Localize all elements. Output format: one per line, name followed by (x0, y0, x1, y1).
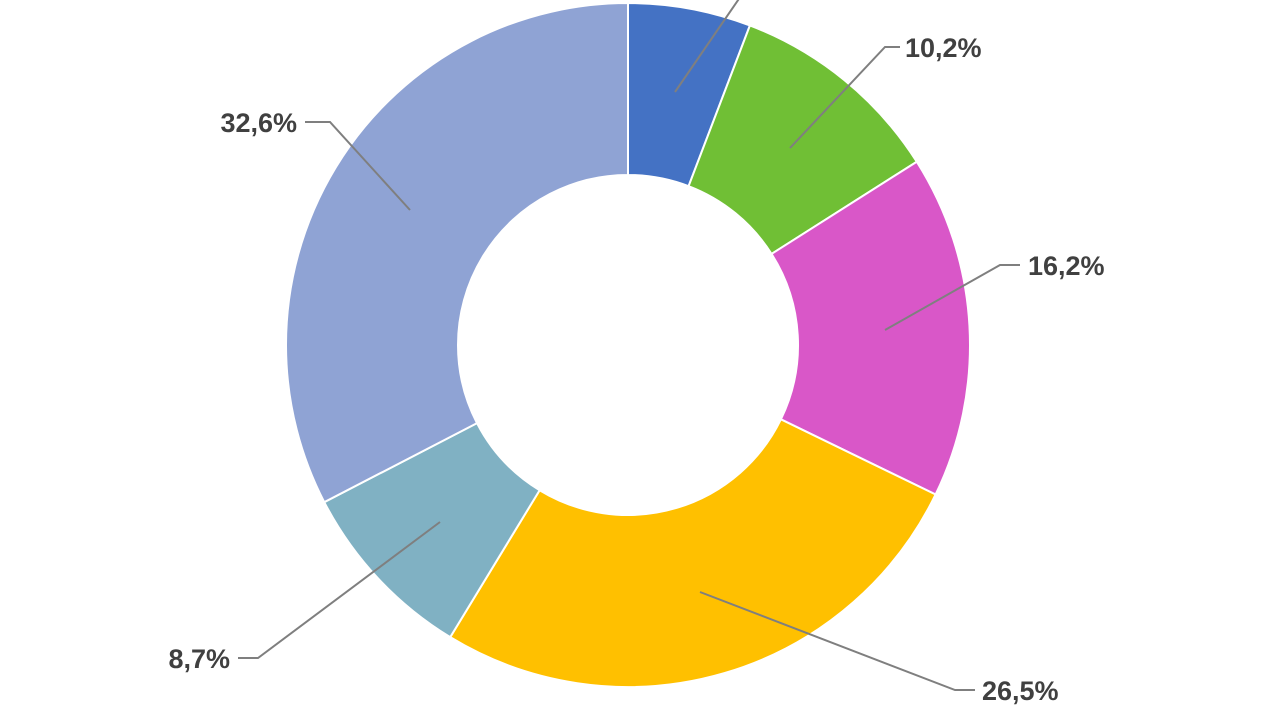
data-label: 10,2% (905, 33, 982, 63)
leader-line (674, 0, 740, 93)
leader-line (699, 591, 975, 691)
data-label: 16,2% (1028, 251, 1105, 281)
leader-line (238, 521, 441, 659)
data-label: 26,5% (982, 676, 1059, 706)
leader-line (884, 264, 1020, 331)
donut-slice (448, 417, 937, 688)
leader-line (305, 121, 411, 211)
donut-slice (285, 1, 629, 504)
donut-slice (770, 160, 971, 496)
leader-line (789, 46, 900, 149)
data-label: 8,7% (168, 644, 230, 674)
data-label: 32,6% (220, 108, 297, 138)
